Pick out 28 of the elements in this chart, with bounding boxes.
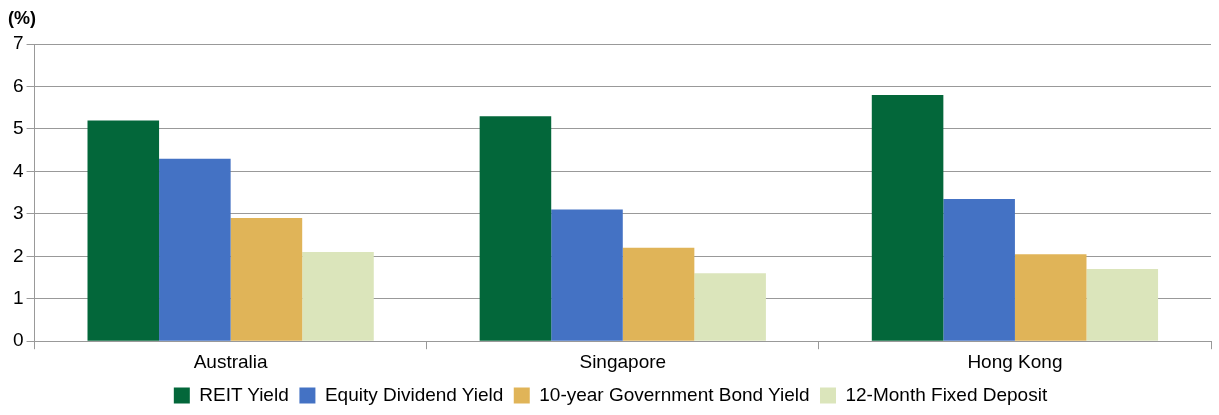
y-tick-label: 5 (12, 117, 24, 139)
y-tick-label: 3 (12, 202, 24, 224)
bar (943, 198, 1015, 341)
legend-label: 10-year Government Bond Yield (539, 383, 810, 405)
bar (1014, 254, 1087, 341)
y-tick-label: 2 (12, 244, 24, 266)
legend-label: 12-Month Fixed Deposit (845, 383, 1048, 405)
y-tick-label: 7 (12, 32, 24, 54)
bar (551, 209, 623, 341)
bar (1086, 269, 1159, 341)
bar (871, 94, 944, 341)
y-axis-title: (%) (8, 7, 36, 28)
y-tick-label: 1 (12, 286, 24, 308)
x-tick-label: Australia (193, 350, 269, 372)
bar (302, 252, 374, 341)
x-tick-label: Hong Kong (967, 350, 1063, 372)
bar (694, 273, 766, 341)
legend-label: REIT Yield (199, 383, 289, 405)
bar (622, 247, 695, 341)
x-tick-label: Singapore (579, 350, 667, 372)
y-tick-label: 6 (12, 74, 24, 96)
bar (479, 116, 552, 341)
legend-label: Equity Dividend Yield (324, 383, 504, 405)
bar (87, 120, 160, 341)
y-tick-label: 4 (12, 159, 24, 181)
bar (159, 158, 231, 341)
bar (230, 218, 303, 341)
y-tick-label: 0 (12, 329, 24, 351)
